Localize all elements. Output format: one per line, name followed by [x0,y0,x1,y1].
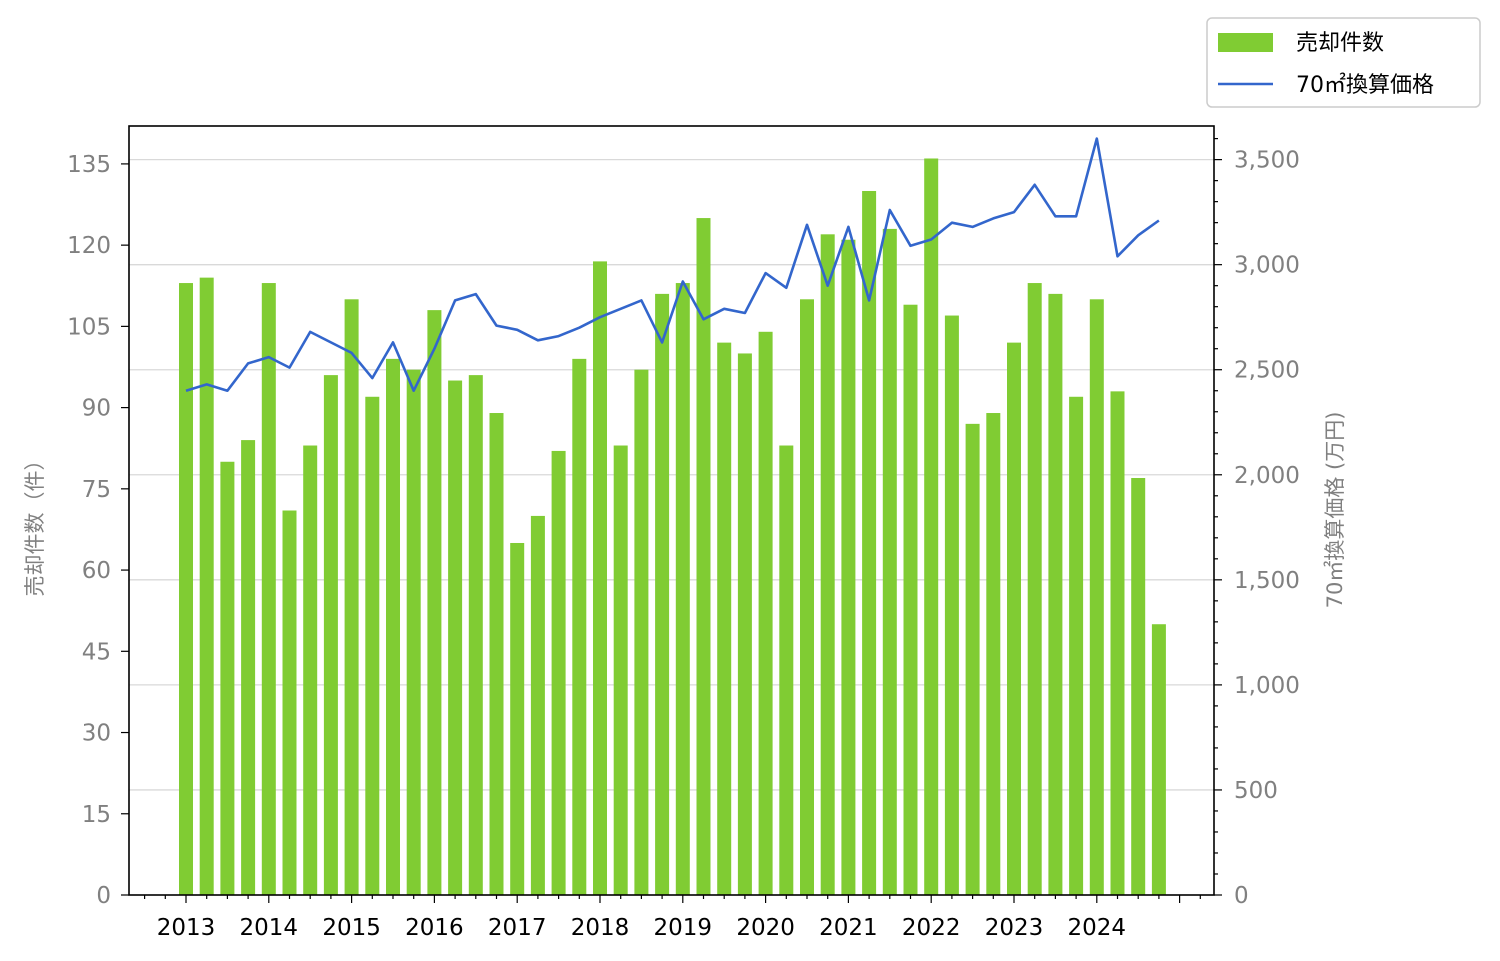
bar [1151,624,1166,895]
y-right-tick-label: 2,000 [1234,463,1300,489]
x-axis: 2013 2014 2015 2016 2017 2018 2019 2020 2021 2022… [144,895,1201,941]
right-y-axis: 0 500 1,000 1,500 2,000 2,500 3,000 3,500 [1214,138,1300,909]
bar [820,234,835,895]
bar [882,228,897,896]
bar [386,358,400,895]
y-left-tick-label: 45 [82,639,111,665]
bar [903,304,918,895]
bar [530,515,545,895]
bar [1110,391,1125,895]
bar [303,445,318,895]
bar [986,413,1001,895]
y-left-tick-label: 120 [67,233,111,259]
y-left-tick-label: 90 [82,396,111,422]
bar [593,261,607,895]
bar [655,293,670,896]
x-tick-label: 2015 [322,915,381,941]
legend-bar-label: 売却件数 [1296,31,1384,56]
legend-box [1206,17,1481,108]
bar [965,423,980,895]
right-axis-label: 70㎡換算価格 (万円) [1323,412,1347,609]
bar [1089,299,1104,895]
bar [613,445,628,895]
bar [282,510,297,895]
bar [323,375,338,895]
x-tick-label: 2013 [157,915,216,941]
bar [1131,478,1146,895]
bar [696,218,711,896]
y-left-tick-label: 0 [96,883,111,909]
y-right-tick-label: 0 [1234,883,1249,909]
legend-line-label: 70㎡換算価格 [1296,72,1434,98]
y-right-tick-label: 3,500 [1234,148,1300,174]
bar [551,450,566,895]
x-tick-label: 2023 [985,915,1044,941]
bar [1048,293,1063,896]
price-line [185,137,1160,392]
bar [448,380,463,895]
x-tick-label: 2024 [1068,915,1127,941]
bar [1007,342,1021,895]
bar [468,375,483,895]
bar [261,283,276,895]
bar [179,283,193,895]
x-tick-label: 2020 [736,915,795,941]
bar [717,342,732,895]
bar [427,310,442,895]
y-left-tick-label: 60 [82,558,111,584]
y-left-tick-label: 15 [82,802,111,828]
y-right-tick-label: 3,000 [1234,253,1300,279]
x-tick-label: 2022 [902,915,961,941]
bar [241,440,256,895]
bar [1069,396,1084,895]
y-left-tick-label: 105 [67,314,111,340]
x-tick-label: 2018 [571,915,630,941]
y-left-tick-label: 75 [82,477,111,503]
bar [758,331,773,896]
left-y-axis: 0 15 30 45 60 75 90 105 120 135 [67,152,129,909]
x-tick-label: 2019 [654,915,713,941]
y-right-tick-label: 1,000 [1234,673,1300,699]
x-tick-label: 2017 [488,915,547,941]
plot-frame [128,125,1215,896]
bar [862,190,877,896]
y-left-tick-label: 30 [82,721,111,747]
bar [1027,283,1042,895]
bar [634,369,649,896]
bar [365,396,380,895]
legend-bar-swatch [1218,33,1273,52]
bar [924,158,939,896]
x-tick-label: 2021 [819,915,878,941]
bar [779,445,794,895]
bar [944,315,959,896]
y-right-tick-label: 500 [1234,778,1278,804]
bar [220,461,235,895]
bar [344,299,359,895]
bar [406,369,421,896]
bar [841,239,856,896]
y-left-tick-label: 135 [67,152,111,178]
left-axis-label: 売却件数（件） [23,450,47,597]
bar [737,353,752,896]
bar [572,358,587,895]
bar [675,283,690,895]
y-right-tick-label: 1,500 [1234,568,1300,594]
bar [489,413,504,895]
bar-series [179,158,1166,896]
legend: 売却件数 70㎡換算価格 [1206,17,1481,108]
bar [510,542,525,895]
bar [199,277,214,895]
x-tick-label: 2016 [405,915,464,941]
x-tick-label: 2014 [240,915,299,941]
y-right-tick-label: 2,500 [1234,358,1300,384]
bar [800,299,814,895]
